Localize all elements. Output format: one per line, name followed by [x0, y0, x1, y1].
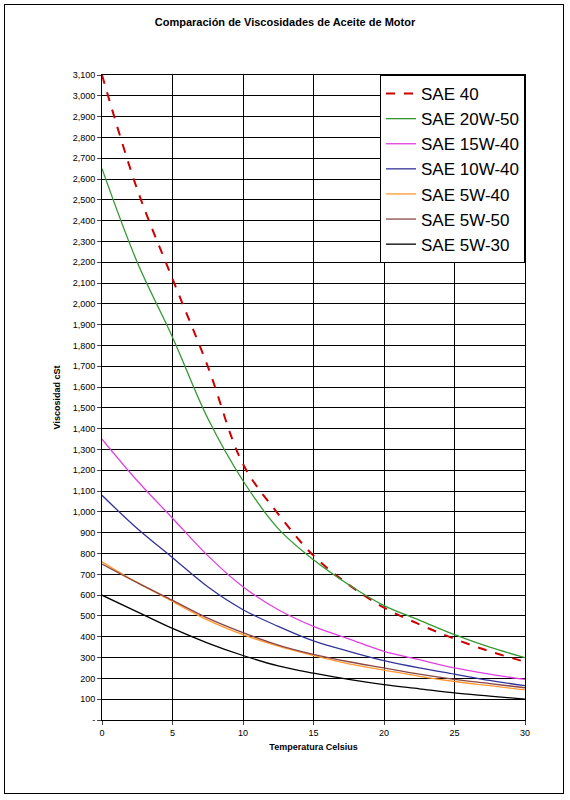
svg-text:1,900: 1,900 — [73, 320, 96, 330]
svg-text:20: 20 — [379, 728, 389, 738]
svg-text:SAE 10W-40: SAE 10W-40 — [421, 160, 519, 179]
svg-text:2,600: 2,600 — [73, 174, 96, 184]
svg-text:3,100: 3,100 — [73, 70, 96, 80]
svg-text:2,700: 2,700 — [73, 153, 96, 163]
svg-text:2,100: 2,100 — [73, 278, 96, 288]
svg-text:600: 600 — [80, 590, 95, 600]
svg-text:2,500: 2,500 — [73, 195, 96, 205]
svg-text:2,000: 2,000 — [73, 299, 96, 309]
svg-text:-: - — [92, 715, 95, 725]
svg-text:1,500: 1,500 — [73, 403, 96, 413]
svg-text:1,400: 1,400 — [73, 424, 96, 434]
svg-text:0: 0 — [99, 728, 104, 738]
svg-text:1,800: 1,800 — [73, 341, 96, 351]
svg-text:1,600: 1,600 — [73, 382, 96, 392]
svg-text:15: 15 — [308, 728, 318, 738]
svg-text:200: 200 — [80, 674, 95, 684]
svg-text:Temperatura Celsius: Temperatura Celsius — [269, 742, 357, 752]
svg-text:30: 30 — [520, 728, 530, 738]
svg-text:300: 300 — [80, 653, 95, 663]
svg-text:1,300: 1,300 — [73, 445, 96, 455]
svg-text:500: 500 — [80, 611, 95, 621]
svg-text:1,700: 1,700 — [73, 361, 96, 371]
svg-text:2,300: 2,300 — [73, 237, 96, 247]
svg-text:Comparación de Viscosidades de: Comparación de Viscosidades de Aceite de… — [155, 16, 416, 28]
svg-text:SAE 40: SAE 40 — [421, 85, 479, 104]
svg-text:SAE 15W-40: SAE 15W-40 — [421, 135, 519, 154]
svg-text:1,200: 1,200 — [73, 465, 96, 475]
svg-text:5: 5 — [170, 728, 175, 738]
svg-text:1,100: 1,100 — [73, 486, 96, 496]
svg-text:900: 900 — [80, 528, 95, 538]
svg-text:2,200: 2,200 — [73, 257, 96, 267]
svg-text:Viscosidad cSt: Viscosidad cSt — [52, 366, 62, 430]
svg-text:2,900: 2,900 — [73, 112, 96, 122]
svg-text:2,400: 2,400 — [73, 216, 96, 226]
svg-text:800: 800 — [80, 549, 95, 559]
svg-text:100: 100 — [80, 694, 95, 704]
svg-text:25: 25 — [449, 728, 459, 738]
svg-text:SAE 20W-50: SAE 20W-50 — [421, 110, 519, 129]
svg-text:2,800: 2,800 — [73, 133, 96, 143]
svg-text:SAE 5W-40: SAE 5W-40 — [421, 186, 510, 205]
svg-text:700: 700 — [80, 570, 95, 580]
svg-text:SAE 5W-50: SAE 5W-50 — [421, 211, 510, 230]
svg-text:400: 400 — [80, 632, 95, 642]
svg-text:3,000: 3,000 — [73, 91, 96, 101]
svg-text:10: 10 — [238, 728, 248, 738]
svg-text:SAE 5W-30: SAE 5W-30 — [421, 236, 510, 255]
svg-text:1,000: 1,000 — [73, 507, 96, 517]
